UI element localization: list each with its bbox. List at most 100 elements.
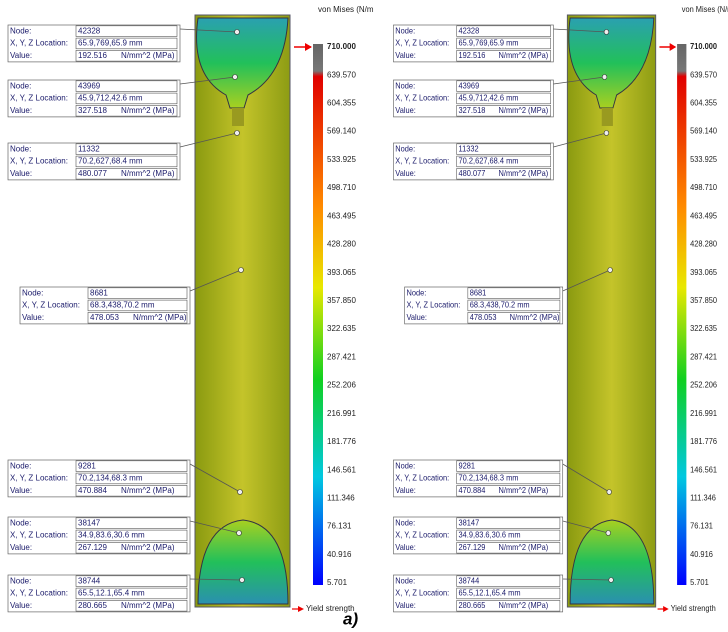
probe-node: 8681 xyxy=(470,288,487,297)
legend-tick-label: 533.925 xyxy=(327,155,356,164)
probe-unit: N/mm^2 (MPa) xyxy=(499,51,549,60)
legend-tick-label: 5.701 xyxy=(327,578,348,587)
probe-location: 70.2,134,68.3 mm xyxy=(459,473,519,482)
top-arrow-head xyxy=(670,43,677,51)
probe-field-label: Node: xyxy=(395,144,415,153)
legend-tick-label: 216.991 xyxy=(327,409,356,418)
probe-field-label: X, Y, Z Location: xyxy=(10,39,68,48)
probe-field-label: Value: xyxy=(395,51,416,60)
legend-tick-label: 76.131 xyxy=(327,522,352,531)
legend-tick-label: 604.355 xyxy=(690,98,717,107)
probe-value: 470.884 xyxy=(459,486,487,495)
legend-tick-label: 287.421 xyxy=(690,352,717,361)
probe-field-label: Value: xyxy=(395,106,416,115)
probe-value: 327.518 xyxy=(78,106,107,115)
probe-location: 45.9,712,42.6 mm xyxy=(459,93,519,102)
legend-tick-label: 463.495 xyxy=(327,211,356,220)
probe-field-label: Value: xyxy=(406,313,427,322)
probe-location: 70.2,627,68.4 mm xyxy=(459,156,519,165)
probe-unit: N/mm^2 (MPa) xyxy=(121,106,175,115)
probe-field-label: Value: xyxy=(10,51,32,60)
probe-node: 11332 xyxy=(459,144,479,153)
screenshot: von Mises (N/m710.000639.570604.355569.1… xyxy=(0,0,728,632)
legend-tick-label: 569.140 xyxy=(690,127,717,136)
probe-location: 70.2,134,68.3 mm xyxy=(78,474,143,483)
probe-field-label: Value: xyxy=(395,543,416,552)
probe-location: 34.9,83.6,30.6 mm xyxy=(78,531,145,540)
probe-field-label: X, Y, Z Location: xyxy=(395,473,449,482)
legend-tick-label: 428.280 xyxy=(327,240,356,249)
probe-point xyxy=(606,531,611,536)
legend-tick-label: 146.561 xyxy=(327,465,356,474)
probe-field-label: Node: xyxy=(395,81,415,90)
legend-tick-label: 533.925 xyxy=(690,155,717,164)
probe-value: 280.665 xyxy=(78,601,107,610)
probe-location: 65.9,769,65.9 mm xyxy=(459,38,519,47)
probe-node: 9281 xyxy=(459,461,476,470)
legend-tick-label: 710.000 xyxy=(690,42,717,51)
probe-point xyxy=(608,268,613,273)
legend-tick-label: 76.131 xyxy=(690,521,713,530)
probe-node: 38744 xyxy=(78,576,101,585)
probe-field-label: Node: xyxy=(10,461,31,470)
legend-tick-label: 322.635 xyxy=(327,324,356,333)
probe-point xyxy=(604,30,609,35)
probe-location: 34.9,83.6,30.6 mm xyxy=(459,530,521,539)
probe-node: 42328 xyxy=(459,26,480,35)
probe-field-label: X, Y, Z Location: xyxy=(10,94,68,103)
probe-field-label: Node: xyxy=(395,461,415,470)
yield-label: Yield strength xyxy=(671,604,716,613)
probe-value: 280.665 xyxy=(459,601,486,610)
probe-value: 470.884 xyxy=(78,486,107,495)
probe-field-label: Node: xyxy=(395,518,415,527)
probe-value: 480.077 xyxy=(459,169,486,178)
panel-label: a) xyxy=(343,609,358,628)
color-bar xyxy=(313,44,323,585)
yield-arrow-head xyxy=(298,606,304,612)
probe-value: 478.053 xyxy=(470,313,497,322)
probe-field-label: X, Y, Z Location: xyxy=(395,156,449,165)
probe-location: 45.9,712,42.6 mm xyxy=(78,94,143,103)
probe-node: 43969 xyxy=(459,81,480,90)
notch xyxy=(232,108,244,126)
legend-tick-label: 604.355 xyxy=(327,99,356,108)
legend-tick-label: 146.561 xyxy=(690,465,717,474)
probe-field-label: X, Y, Z Location: xyxy=(395,588,449,597)
legend-tick-label: 5.701 xyxy=(690,578,709,587)
legend-tick-label: 111.346 xyxy=(690,493,716,502)
probe-field-label: Value: xyxy=(10,601,32,610)
probe-unit: N/mm^2 (MPa) xyxy=(510,313,560,322)
probe-point xyxy=(240,578,245,583)
probe-unit: N/mm^2 (MPa) xyxy=(121,51,175,60)
probe-field-label: Node: xyxy=(10,518,31,527)
probe-point xyxy=(238,490,243,495)
legend-tick-label: 498.710 xyxy=(327,183,356,192)
probe-point xyxy=(239,268,244,273)
yield-arrow-head xyxy=(663,606,669,612)
probe-value: 480.077 xyxy=(78,169,107,178)
panel: von Mises (N/m710.000639.570604.355569.1… xyxy=(8,5,374,628)
probe-unit: N/mm^2 (MPa) xyxy=(499,486,549,495)
probe-node: 8681 xyxy=(90,288,108,297)
legend-tick-label: 40.916 xyxy=(690,550,713,559)
probe-field-label: X, Y, Z Location: xyxy=(10,589,68,598)
probe-value: 478.053 xyxy=(90,313,119,322)
probe-field-label: Value: xyxy=(395,601,416,610)
probe-point xyxy=(233,75,238,80)
probe-field-label: X, Y, Z Location: xyxy=(10,531,68,540)
legend-tick-label: 322.635 xyxy=(690,324,717,333)
probe-location: 68.3,438,70.2 mm xyxy=(90,301,155,310)
legend-tick-label: 393.065 xyxy=(327,268,356,277)
probe-node: 38147 xyxy=(78,518,101,527)
probe-field-label: X, Y, Z Location: xyxy=(10,474,68,483)
probe-value: 192.516 xyxy=(459,51,486,60)
probe-field-label: Node: xyxy=(10,81,31,90)
probe-field-label: Value: xyxy=(10,486,32,495)
probe-field-label: Node: xyxy=(10,26,31,35)
probe-unit: N/mm^2 (MPa) xyxy=(499,601,549,610)
probe-location: 68.3,438,70.2 mm xyxy=(470,300,530,309)
probe-value: 192.516 xyxy=(78,51,107,60)
legend-tick-label: 710.000 xyxy=(327,42,356,51)
probe-field-label: X, Y, Z Location: xyxy=(406,300,460,309)
legend-tick-label: 463.495 xyxy=(690,211,717,220)
